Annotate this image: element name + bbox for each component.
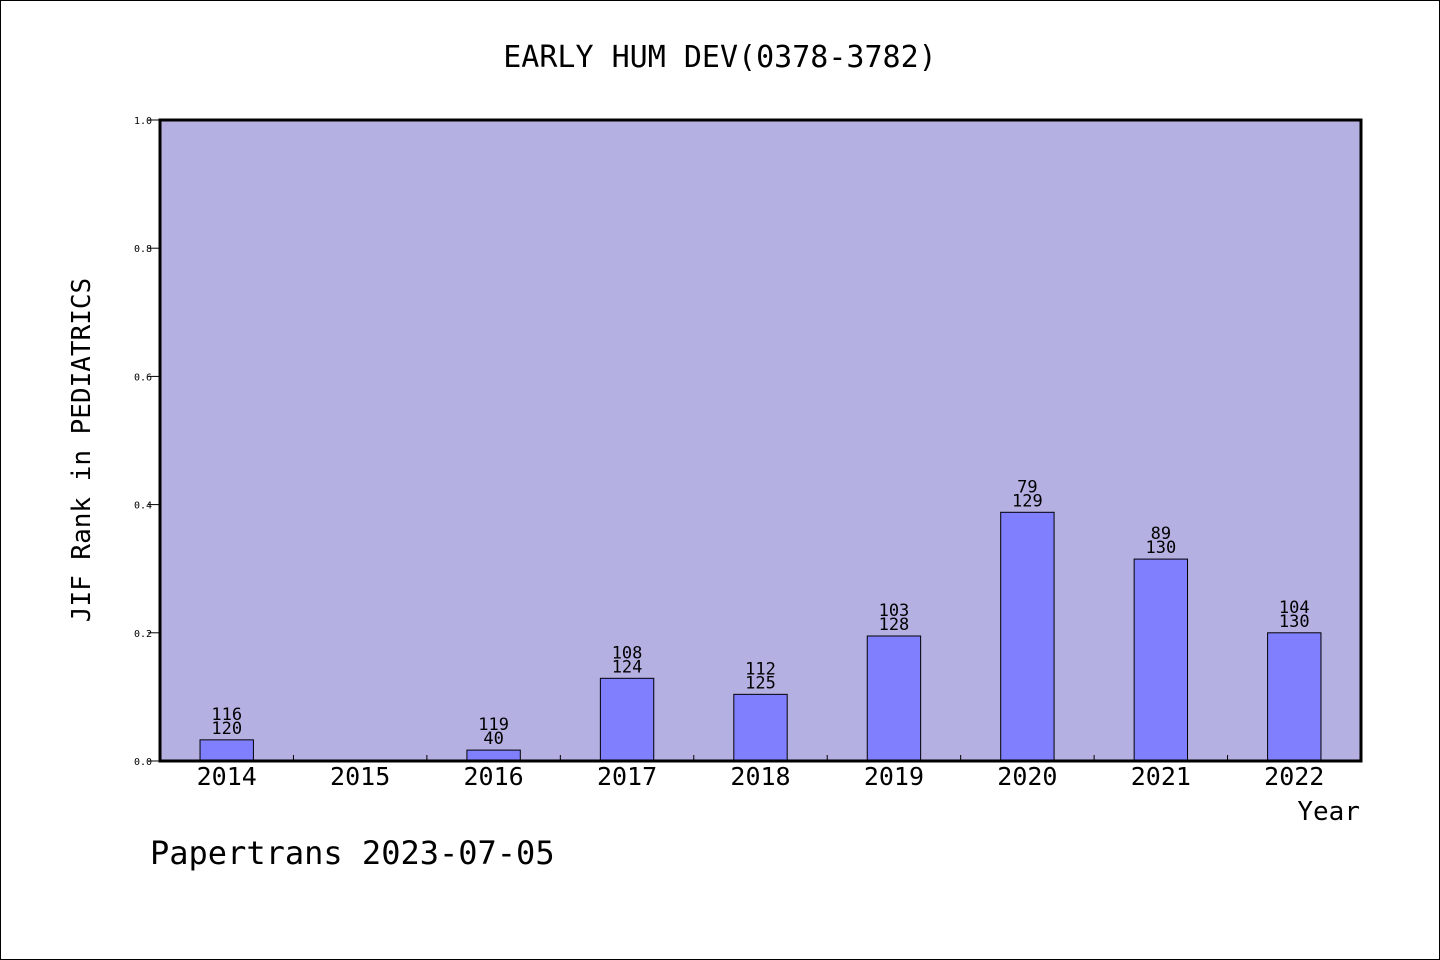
x-tick-label: 2014 (197, 762, 257, 791)
x-tick-label: 2016 (464, 762, 524, 791)
bar-rank-label: 112 (745, 659, 776, 679)
bar-total-label: 130 (1279, 612, 1310, 632)
bar (1267, 632, 1322, 762)
x-tick-labels: 2014 2015 2016 2017 2018 2019 2020 2021 2022 (197, 762, 1325, 791)
chart-title: EARLY HUM DEV(0378-3782) (503, 40, 936, 75)
y-axis-label: JIF Rank in PEDIATRICS (67, 278, 97, 622)
x-tick-label: 2020 (997, 762, 1057, 791)
y-tick-label: 0.2 (134, 629, 152, 640)
y-tick-label: 0.8 (134, 244, 152, 255)
y-tick-label: 0.0 (134, 757, 152, 768)
bar-total-label: 40 (483, 729, 503, 749)
y-tick-label: 1.0 (134, 116, 152, 127)
x-tick-label: 2019 (864, 762, 924, 791)
x-tick-label: 2021 (1131, 762, 1191, 791)
bar-rank-label: 108 (612, 643, 643, 663)
y-tick-label: 0.4 (134, 501, 152, 512)
x-tick-label: 2015 (330, 762, 390, 791)
bar (599, 677, 655, 762)
bar (1133, 558, 1189, 762)
bar-total-label: 130 (1145, 538, 1176, 558)
bar (733, 693, 788, 762)
bar-rank-label: 104 (1279, 598, 1310, 618)
x-tick-label: 2022 (1264, 762, 1324, 791)
bar-total-label: 125 (745, 673, 776, 693)
x-tick-label: 2018 (730, 762, 790, 791)
bar-rank-label: 116 (211, 705, 242, 725)
bar-total-label: 120 (211, 719, 242, 739)
bar (199, 739, 254, 762)
bar-total-label: 129 (1012, 491, 1043, 511)
bar (866, 635, 922, 762)
y-tick-label: 0.6 (134, 372, 152, 383)
bar-rank-label: 79 (1017, 477, 1037, 497)
bar-rank-label: 89 (1151, 524, 1171, 544)
y-tick-labels: 0.0 0.2 0.4 0.6 0.8 1.0 (134, 116, 152, 768)
footer-credit: Papertrans 2023-07-05 (150, 834, 555, 872)
bar-rank-label: 103 (879, 601, 910, 621)
bar-total-label: 128 (879, 615, 910, 635)
bar (466, 749, 521, 762)
plot-border (158, 118, 1363, 763)
bar-rank-label: 119 (478, 715, 509, 735)
x-axis-label: Year (1297, 797, 1360, 827)
bar-total-label: 124 (612, 657, 643, 677)
x-tick-label: 2017 (597, 762, 657, 791)
bar (1000, 511, 1055, 762)
